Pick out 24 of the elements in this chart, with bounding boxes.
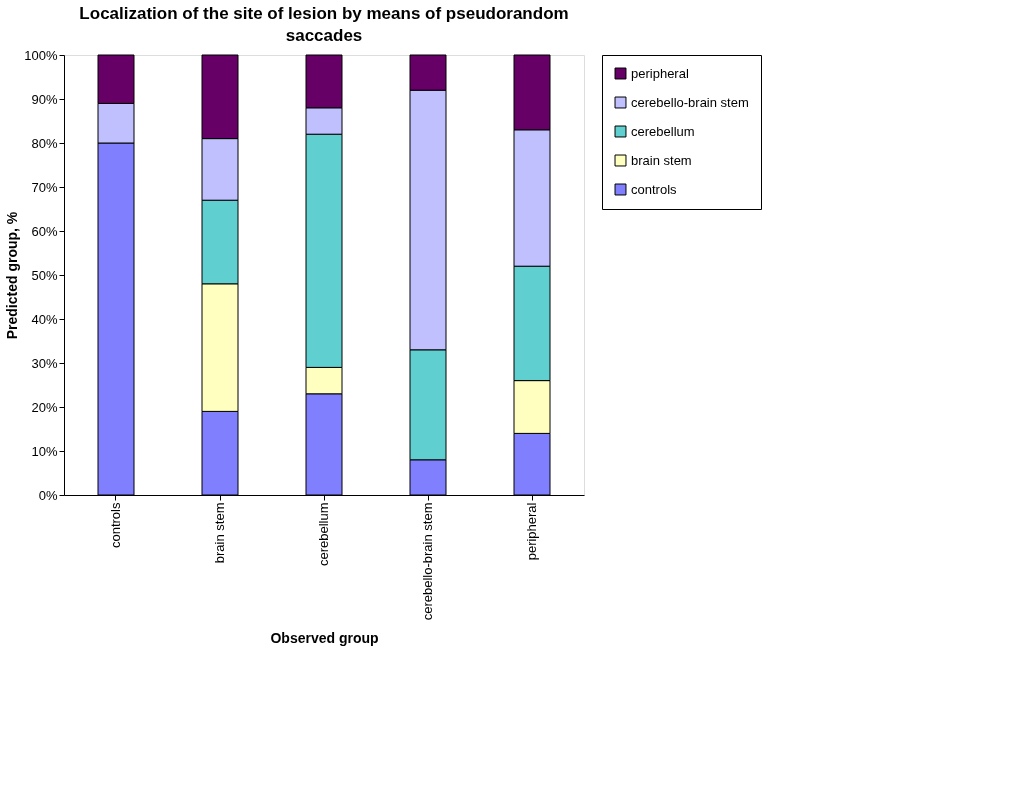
y-tick-label: 40% <box>31 311 58 327</box>
legend-label: cerebellum <box>631 123 695 139</box>
y-tick-label: 30% <box>31 355 58 371</box>
y-axis-title: Predicted group, % <box>4 211 21 340</box>
y-tick-label: 50% <box>31 267 58 283</box>
y-tick-label: 70% <box>31 179 58 195</box>
y-tick-label: 10% <box>31 443 58 459</box>
chart-title: Localization of the site of lesion by means of pseudorandom saccades <box>79 4 569 45</box>
y-tick-label: 100% <box>24 47 58 63</box>
legend-label: brain stem <box>631 152 692 168</box>
x-axis-title: Observed group <box>270 630 379 647</box>
x-tick-label: cerebello-brain stem <box>420 502 435 621</box>
y-tick-label: 20% <box>31 399 58 415</box>
y-tick-label: 90% <box>31 91 58 107</box>
legend-label: peripheral <box>631 65 689 81</box>
y-tick-label: 60% <box>31 223 58 239</box>
x-tick-label: controls <box>108 502 123 549</box>
y-tick-label: 0% <box>38 487 58 503</box>
x-tick-label: cerebellum <box>316 502 331 567</box>
x-tick-label: brain stem <box>212 502 227 564</box>
y-tick-label: 80% <box>31 135 58 151</box>
x-tick-label: peripheral <box>524 502 539 561</box>
legend-label: cerebello-brain stem <box>631 94 749 110</box>
legend-label: controls <box>631 181 678 197</box>
